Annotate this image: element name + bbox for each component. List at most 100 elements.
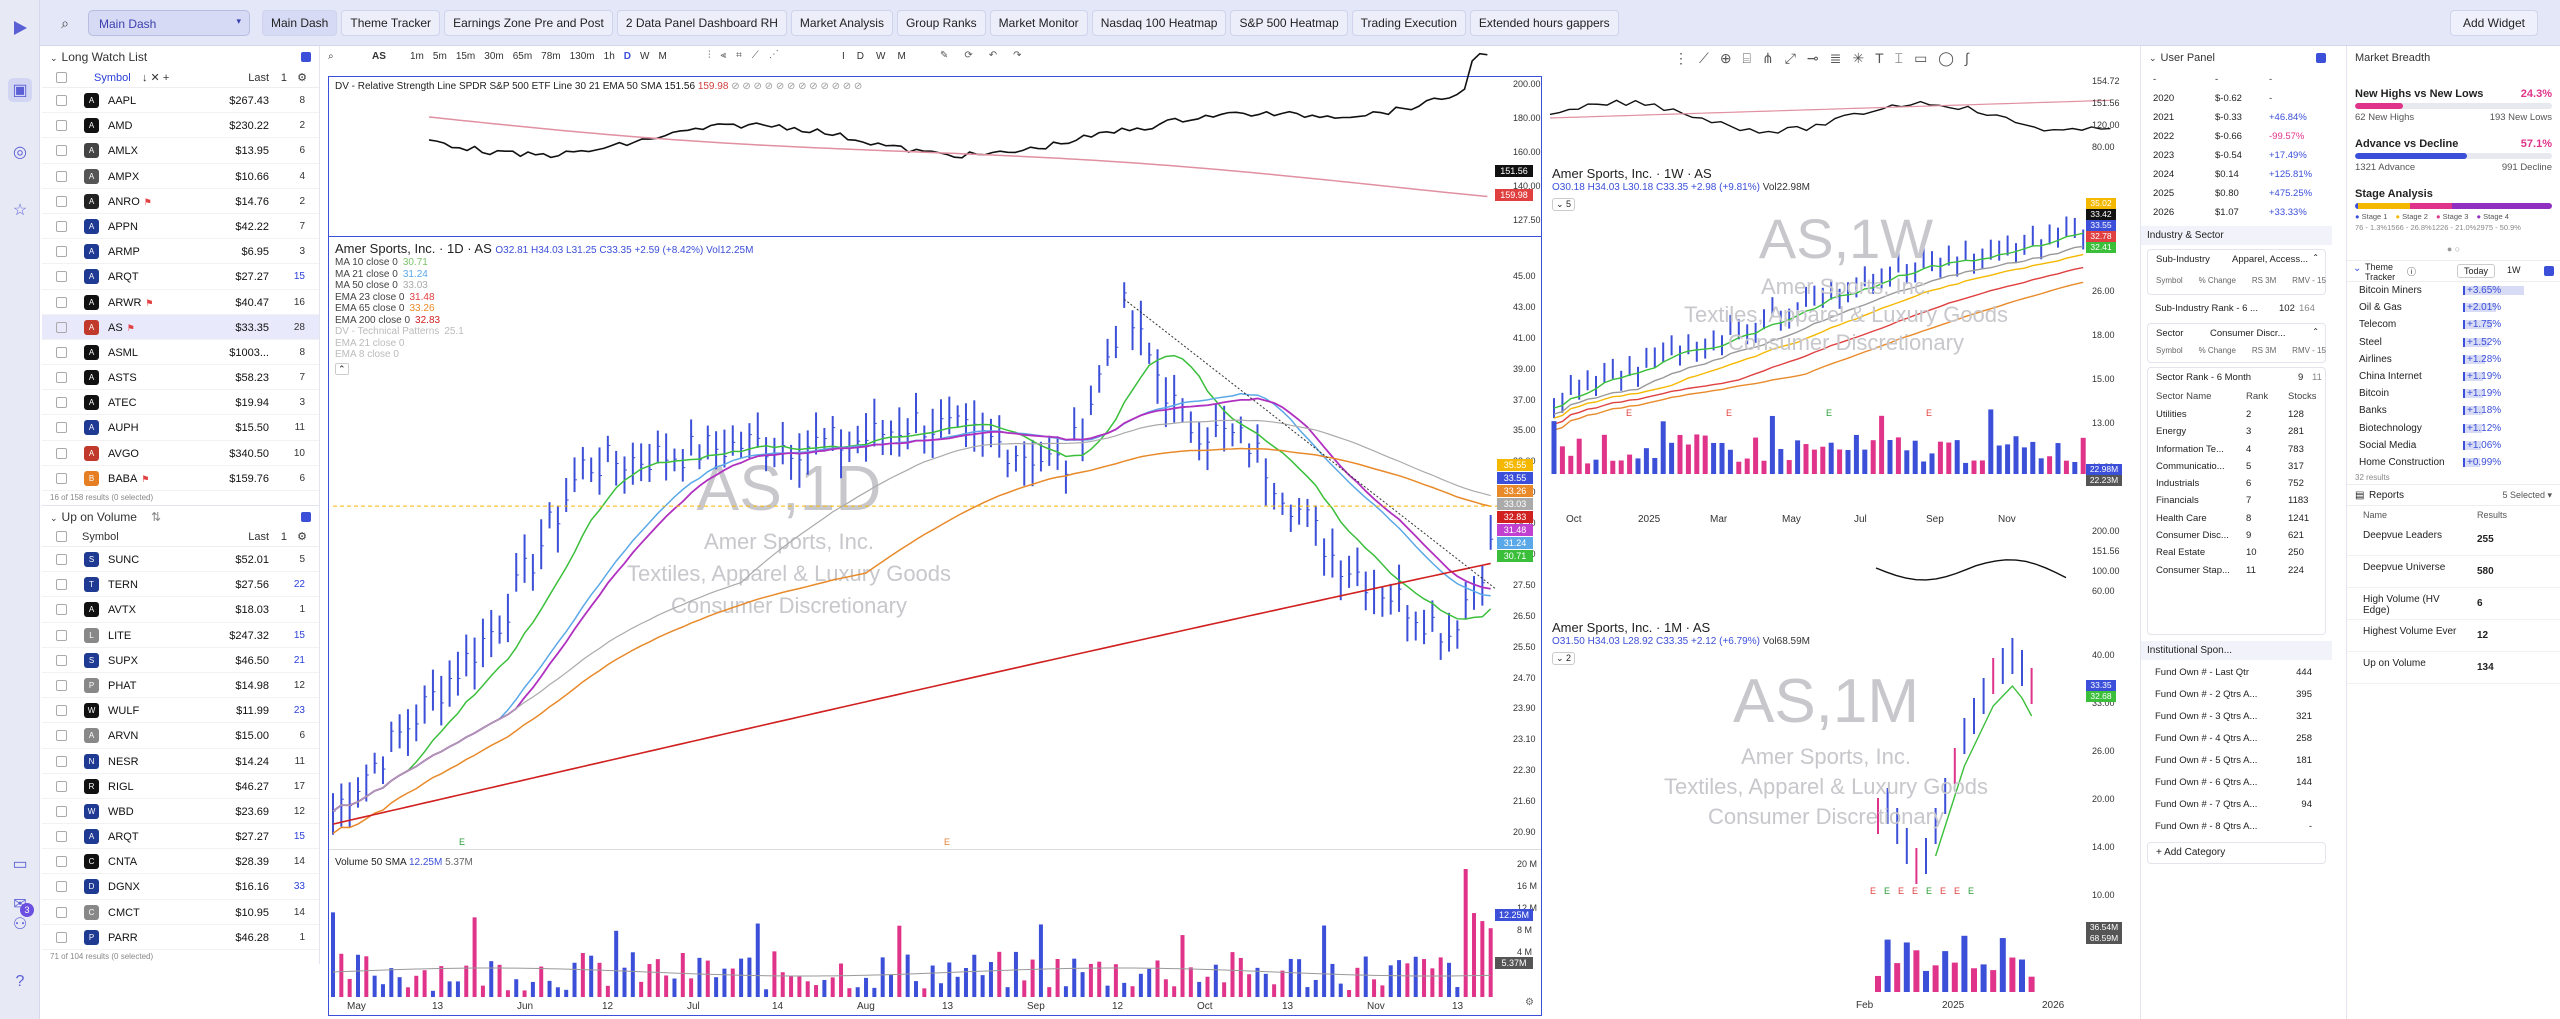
column-header[interactable]: % Change — [2198, 346, 2236, 355]
row-checkbox[interactable] — [56, 447, 67, 459]
theme-row[interactable]: China Internet +1.19% — [2347, 368, 2560, 385]
chevron-down-icon[interactable]: ⌄ — [50, 53, 58, 63]
row-checkbox[interactable] — [56, 120, 67, 132]
search-icon[interactable]: ⌕ — [61, 15, 69, 31]
row-checkbox[interactable] — [56, 730, 67, 742]
toolbar-icons-2[interactable]: ✎⟳↶↷ — [940, 50, 1038, 61]
interval-1h[interactable]: 1h — [603, 51, 615, 62]
indicator-row[interactable]: EMA 200 close 0 32.83 — [335, 315, 440, 326]
symbol-cell[interactable]: APPN — [108, 221, 138, 233]
symbol-cell[interactable]: CMCT — [108, 907, 140, 919]
symbol-cell[interactable]: ARWR ⚑ — [108, 297, 154, 309]
hline-icon[interactable]: ⊸ — [1806, 49, 1819, 66]
row-checkbox[interactable] — [56, 856, 67, 868]
symbol-cell[interactable]: ARMP — [108, 246, 140, 258]
row-checkbox[interactable] — [56, 271, 67, 283]
symbol-cell[interactable]: ANRO ⚑ — [108, 196, 152, 208]
report-row[interactable]: Deepvue Leaders 255 — [2347, 524, 2560, 557]
symbol-cell[interactable]: AMD — [108, 120, 132, 132]
table-row[interactable]: A AS ⚑ $33.35 28 — [42, 314, 319, 340]
table-row[interactable]: L LITE $247.32 15 — [42, 623, 319, 648]
row-checkbox[interactable] — [56, 931, 67, 943]
sort-icon[interactable]: ↓ ✕ + — [142, 72, 170, 84]
user-icon[interactable]: ⚇ — [12, 916, 28, 933]
period-D[interactable]: D — [856, 51, 865, 62]
row-checkbox[interactable] — [56, 881, 67, 893]
flag-icon[interactable]: ⚑ — [143, 196, 152, 207]
tab-main-dash[interactable]: Main Dash — [262, 10, 338, 36]
symbol-cell[interactable]: CNTA — [108, 856, 137, 868]
search-icon[interactable]: ⌕ — [328, 51, 334, 62]
symbol-cell[interactable]: WBD — [108, 806, 134, 818]
sub-industry-box[interactable]: Sub-Industry Apparel, Access... ⌃ Symbol… — [2147, 249, 2326, 295]
interval-D[interactable]: D — [623, 51, 631, 62]
indicator-row[interactable]: MA 50 close 0 33.03 — [335, 280, 428, 291]
symbol-cell[interactable]: AMLX — [108, 145, 138, 157]
table-row[interactable]: A APPN $42.22 7 — [42, 214, 319, 240]
table-row[interactable]: D DGNX $16.16 33 — [42, 874, 319, 900]
symbol-cell[interactable]: WULF — [108, 705, 139, 717]
row-checkbox[interactable] — [56, 780, 67, 792]
theme-row[interactable]: Telecom +1.75% — [2347, 316, 2560, 333]
table-row[interactable]: C CNTA $28.39 14 — [42, 849, 319, 875]
tab-trading-execution[interactable]: Trading Execution — [1351, 10, 1466, 36]
circle-icon[interactable]: ⊕ — [1719, 49, 1732, 66]
theme-row[interactable]: Social Media +1.06% — [2347, 437, 2560, 454]
col-last[interactable]: Last — [248, 72, 269, 84]
tab-theme-tracker[interactable]: Theme Tracker — [341, 10, 441, 36]
dashboard-icon[interactable]: ▣ — [8, 78, 32, 102]
indicator-row[interactable]: MA 10 close 0 30.71 — [335, 257, 428, 268]
sector-row[interactable]: Utilities 2 128 — [2148, 406, 2325, 423]
column-header[interactable]: RS 3M — [2251, 346, 2277, 355]
symbol-cell[interactable]: AVTX — [108, 604, 136, 616]
fib-icon[interactable]: ≣ — [1829, 49, 1842, 66]
symbol-cell[interactable]: AUPH — [108, 422, 139, 434]
notification-icon[interactable]: ▭ — [12, 856, 28, 873]
theme-row[interactable]: Bitcoin +1.19% — [2347, 385, 2560, 402]
flag-icon[interactable]: ⚑ — [145, 297, 154, 308]
link-color-icon[interactable] — [2544, 266, 2554, 276]
interval-W[interactable]: W — [640, 51, 650, 62]
chevron-up-icon[interactable]: ⌃ — [2312, 253, 2319, 262]
symbol-cell[interactable]: LITE — [108, 630, 131, 642]
table-row[interactable]: A ARVN $15.00 6 — [42, 723, 319, 749]
col-symbol[interactable]: Symbol — [82, 531, 119, 543]
symbol-cell[interactable]: ARQT — [108, 831, 139, 843]
sector-row[interactable]: Financials 7 1183 — [2148, 492, 2325, 509]
row-checkbox[interactable] — [56, 679, 67, 691]
symbol-cell[interactable]: AVGO — [108, 448, 139, 460]
symbol-cell[interactable]: DGNX — [108, 881, 140, 893]
rs-line-panel[interactable]: DV - Relative Strength Line SPDR S&P 500… — [328, 52, 1542, 236]
row-checkbox[interactable] — [56, 346, 67, 358]
indicator-row[interactable]: EMA 21 close 0 — [335, 338, 409, 349]
gear-icon[interactable]: ⚙ — [297, 531, 307, 543]
help-icon[interactable]: ? — [15, 973, 25, 990]
symbol-cell[interactable]: TERN — [108, 579, 138, 591]
row-checkbox[interactable] — [56, 246, 67, 258]
sector-row[interactable]: Energy 3 281 — [2148, 423, 2325, 440]
star-icon[interactable]: ☆ — [12, 202, 28, 219]
row-checkbox[interactable] — [56, 397, 67, 409]
info-icon[interactable]: ⓘ — [2407, 267, 2417, 277]
chevron-down-icon[interactable]: ⌄ — [2353, 263, 2362, 274]
table-row[interactable]: A AMLX $13.95 6 — [42, 138, 319, 164]
symbol-cell[interactable]: AMPX — [108, 171, 139, 183]
daily-chart-panel[interactable]: Amer Sports, Inc. · 1D · AS O32.81 H34.0… — [328, 236, 1542, 1016]
sector-box[interactable]: Sector Consumer Discr... ⌃ Symbol % Chang… — [2147, 323, 2326, 363]
symbol-cell[interactable]: ARQT — [108, 271, 139, 283]
tab-market-monitor[interactable]: Market Monitor — [989, 10, 1088, 36]
indicator-row[interactable]: EMA 8 close 0 — [335, 349, 404, 360]
tab-s-p-500-heatmap[interactable]: S&P 500 Heatmap — [1230, 10, 1348, 36]
sector-row[interactable]: Information Te... 4 783 — [2148, 441, 2325, 458]
table-row[interactable]: W WBD $23.69 12 — [42, 799, 319, 825]
row-checkbox[interactable] — [56, 170, 67, 182]
table-row[interactable]: T TERN $27.56 22 — [42, 572, 319, 598]
theme-row[interactable]: Steel +1.52% — [2347, 334, 2560, 351]
column-header[interactable]: Symbol — [2156, 276, 2183, 285]
add-category-button[interactable]: + Add Category — [2147, 842, 2326, 864]
theme-row[interactable]: Airlines +1.28% — [2347, 351, 2560, 368]
play-logo-icon[interactable] — [8, 16, 32, 40]
row-checkbox[interactable] — [56, 579, 67, 591]
symbol-cell[interactable]: RIGL — [108, 781, 134, 793]
tab-nasdaq-100-heatmap[interactable]: Nasdaq 100 Heatmap — [1091, 10, 1227, 36]
